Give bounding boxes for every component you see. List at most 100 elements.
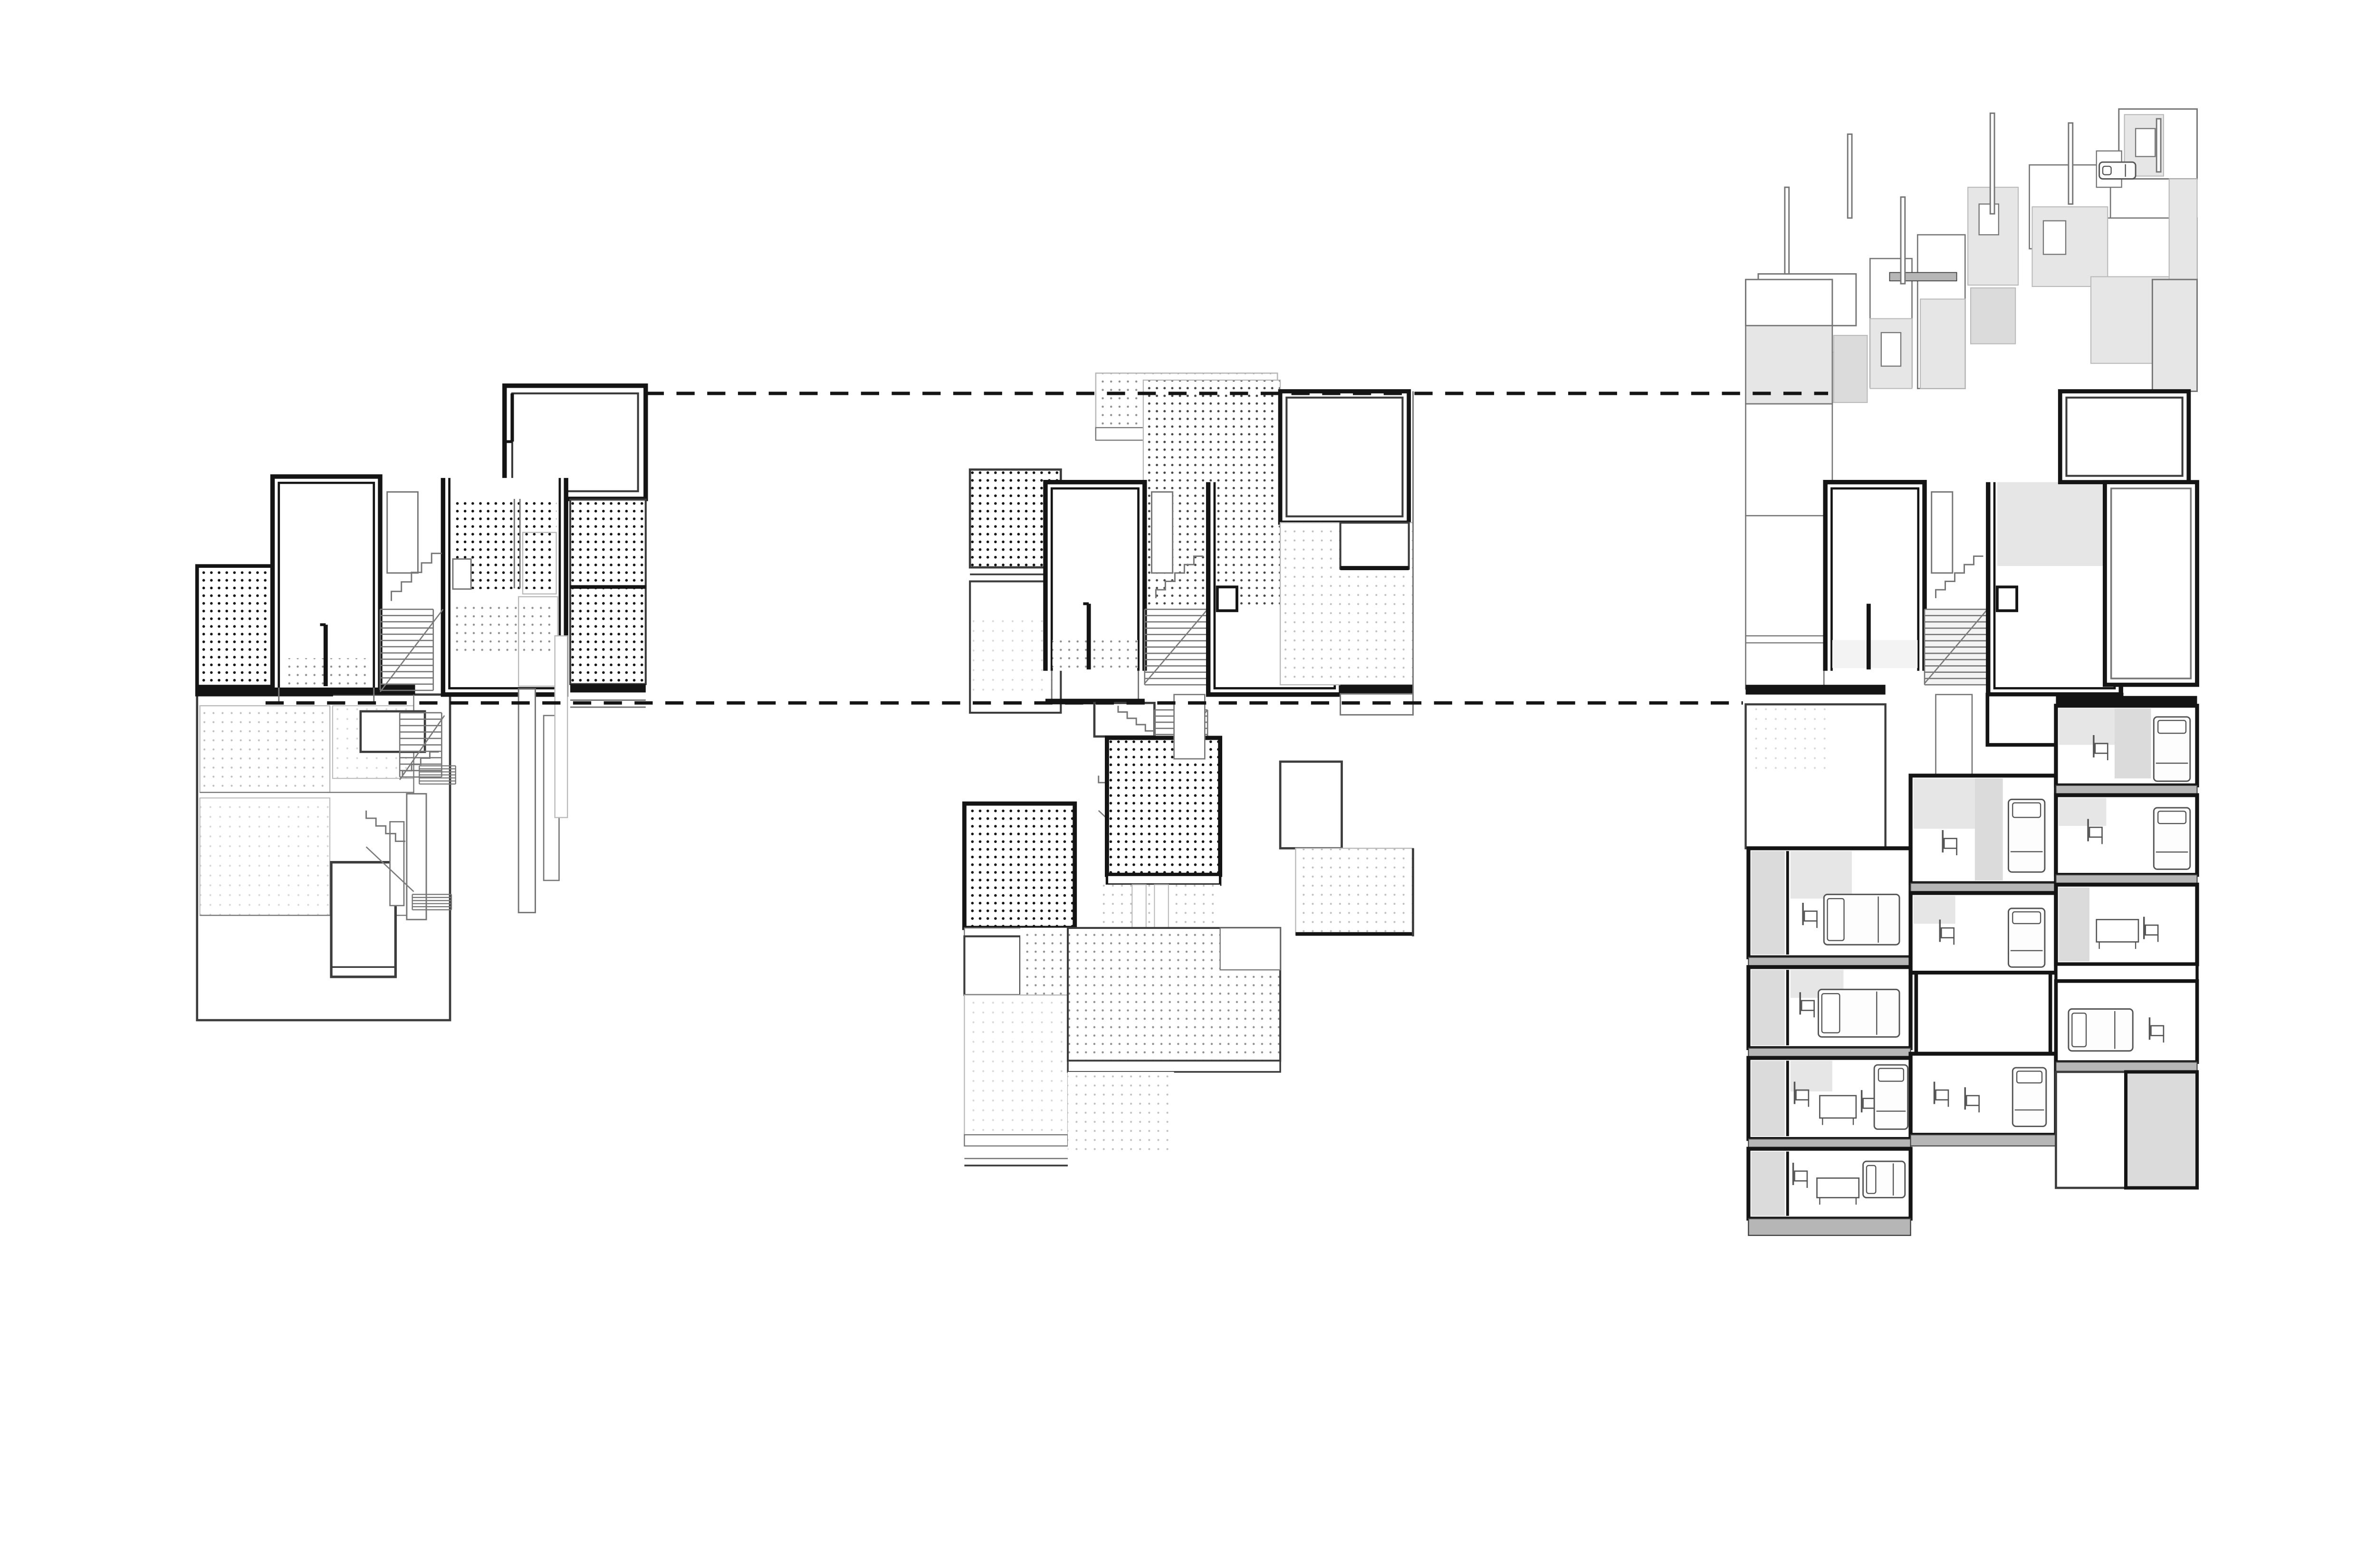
panel (1970, 287, 2016, 344)
panel (1832, 640, 1918, 668)
right-edge-column (2151, 278, 2198, 392)
notch-room (1995, 585, 2019, 612)
chair-seat (1801, 1000, 1815, 1011)
tread-block (419, 765, 457, 785)
tower-cut-left (1043, 479, 1147, 671)
bed-pillow (2012, 911, 2041, 924)
panel (2114, 708, 2151, 779)
bed-pillow (1821, 993, 1840, 1033)
bed-pillow (2016, 1071, 2043, 1084)
stair-landing (1093, 702, 1156, 738)
chair-icon (1799, 992, 1815, 1018)
wall-section-cut (1830, 487, 1920, 671)
chair-icon (1964, 1087, 1980, 1113)
chair-seat (2150, 1025, 2165, 1036)
tub-inner-line (448, 478, 561, 689)
window (1978, 203, 2000, 236)
bed-pillow (1827, 898, 1845, 941)
white-tower-right (1279, 760, 1343, 850)
panel (2110, 488, 2192, 679)
panel (389, 821, 405, 907)
stair-stringer-line (399, 715, 445, 780)
panel (2059, 798, 2107, 826)
desk-top (1816, 1177, 1860, 1198)
panel (1745, 403, 1833, 516)
panel (2065, 396, 2184, 477)
chair-icon (1939, 919, 1955, 945)
panel (1173, 694, 1206, 760)
panel (963, 935, 1022, 996)
bed-icon (2012, 1067, 2047, 1128)
chair-seat (2089, 826, 2103, 838)
bed-icon (2153, 716, 2191, 782)
gray-mass (2124, 1070, 2199, 1190)
chair-seat (1794, 1170, 1808, 1182)
panel (1020, 927, 1075, 995)
chair-icon (1942, 830, 1957, 855)
panel (1748, 707, 1830, 772)
roof-box-cut (1278, 389, 1411, 525)
panel (1920, 298, 1966, 389)
panel (1913, 778, 1975, 829)
panel (1900, 196, 1906, 285)
panel (2068, 122, 2074, 205)
panel (1219, 927, 1281, 971)
stipple-faint-lower (199, 797, 331, 916)
slab-room (2054, 963, 2199, 983)
stair-wall-panel (1931, 491, 1954, 574)
chair-icon (2093, 735, 2108, 760)
desk-icon (1816, 1177, 1860, 1205)
panel (1751, 851, 1785, 955)
chair-seat (1795, 1089, 1810, 1101)
cut-bar (1340, 566, 1409, 570)
stair-stringer-line (1924, 609, 1988, 684)
chair-seat (1940, 927, 1955, 938)
door-leaf (330, 861, 397, 978)
panel (2055, 1071, 2127, 1189)
drawing-section-floors (962, 372, 1414, 1166)
panel (1105, 873, 1222, 886)
panel (1790, 851, 1852, 899)
notch-room (1216, 585, 1238, 612)
cut-bar (1045, 698, 1145, 705)
big-room-right (2102, 480, 2199, 687)
cut-bar (1340, 685, 1413, 694)
stip-left-cut (962, 801, 1077, 930)
desk-top (1819, 1095, 1857, 1119)
stair-wall-panel (1151, 491, 1174, 574)
panel (1339, 521, 1410, 570)
panel (1997, 482, 2112, 566)
panel (1068, 1071, 1174, 1156)
bed-pillow (2157, 811, 2187, 824)
base-slab (1748, 1218, 1911, 1236)
panel (1913, 896, 1955, 924)
bed-icon (1817, 988, 1900, 1038)
stair-wall-panel (386, 491, 419, 574)
stipple-column-right (569, 498, 647, 685)
bed-pillow (2071, 1013, 2087, 1048)
detached-pole (517, 688, 536, 914)
stair-step-profile (1935, 555, 1983, 598)
stip-center-cut (1105, 736, 1223, 877)
shaft-pole (406, 793, 427, 920)
panel (1745, 515, 1825, 690)
panel (1751, 1061, 1785, 1137)
bed-pillow (1878, 1068, 1905, 1082)
stair-profile-upper (391, 553, 442, 601)
tower-cut-left (1823, 479, 1927, 671)
panel (554, 635, 568, 818)
panel (964, 1134, 1069, 1147)
ghost-stair-outline (522, 532, 557, 595)
bed-pillow (2012, 802, 2041, 818)
chair-icon (1793, 1081, 1810, 1107)
stair-tread-stack (412, 894, 452, 910)
tower-cut-left (270, 474, 383, 688)
bed-icon (2007, 798, 2046, 873)
stair-stringer-line (1144, 609, 1208, 684)
stair-treads-upper (379, 609, 434, 691)
chair-icon (2143, 917, 2159, 942)
gray-block-datum (1745, 325, 1833, 405)
stip-right-bottom (1295, 848, 1414, 936)
